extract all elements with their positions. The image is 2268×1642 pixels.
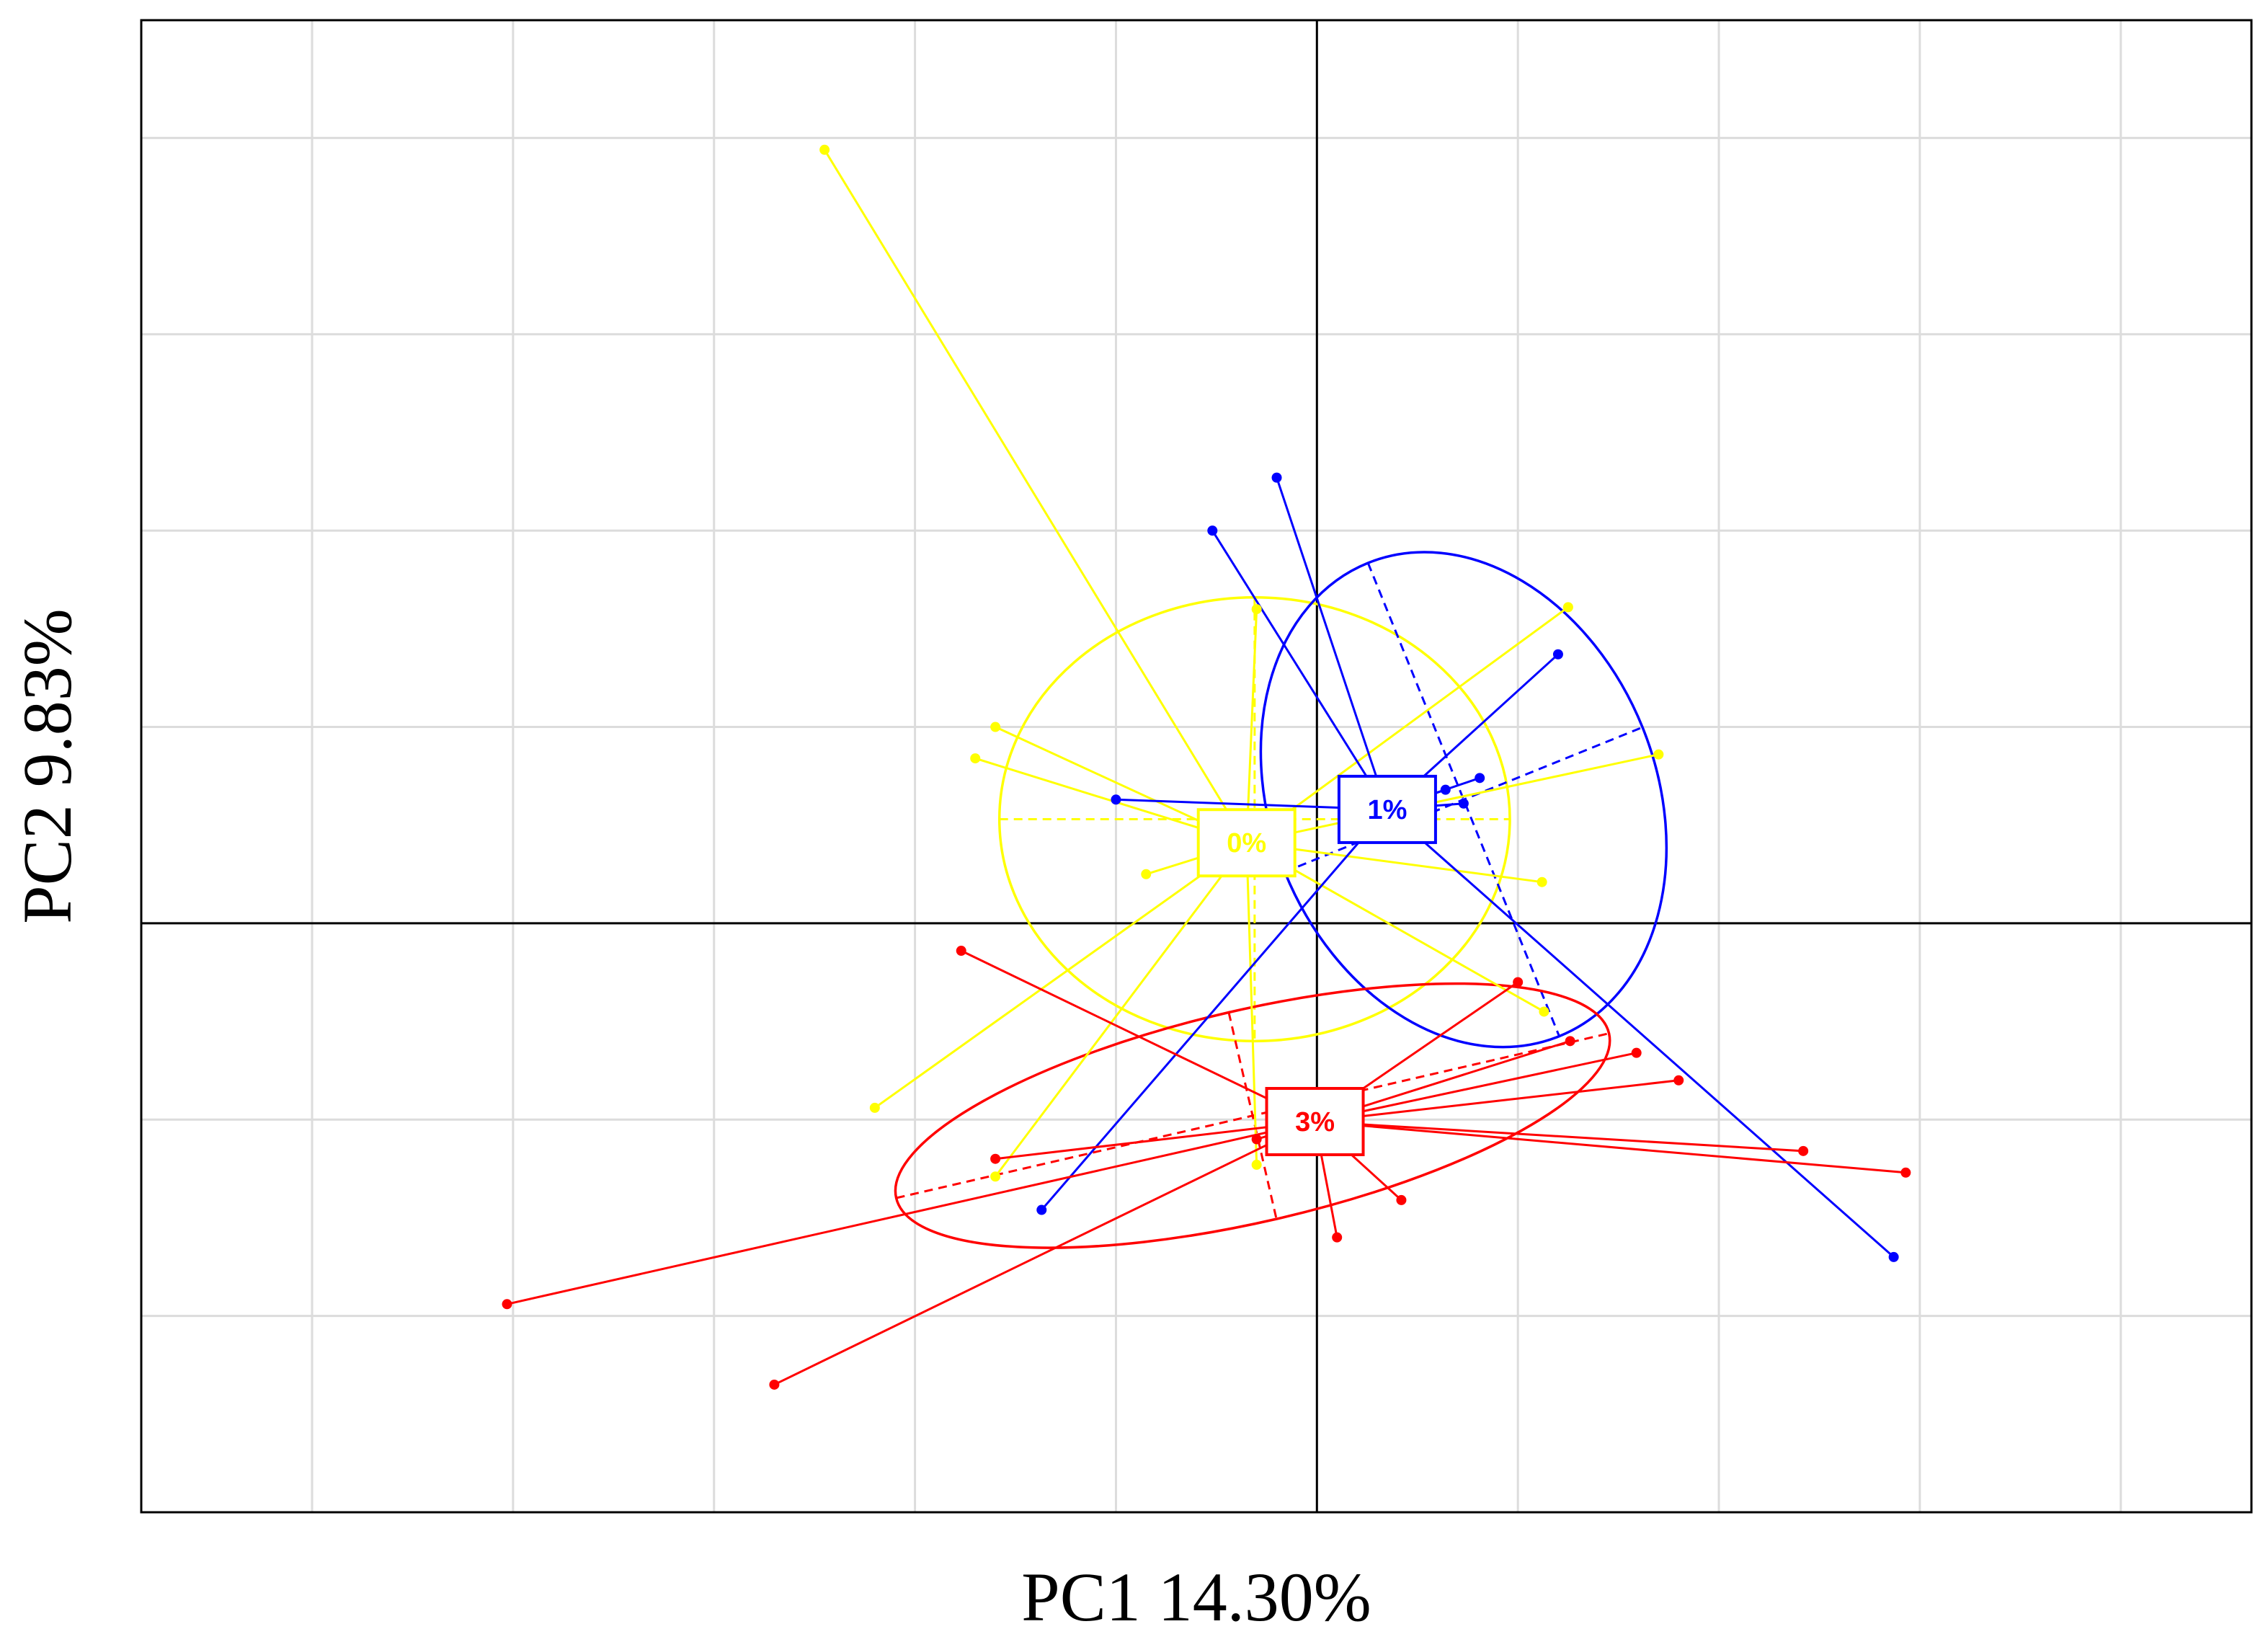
point-3pct [502,1299,512,1310]
point-0pct [1141,869,1152,879]
point-1pct [1111,794,1121,805]
point-1pct [1458,798,1469,809]
point-3pct [1631,1047,1642,1058]
point-3pct [769,1379,780,1390]
point-0pct [819,144,830,155]
spoke-1pct [1211,530,1389,810]
point-1pct [1475,773,1485,784]
point-0pct [1251,604,1262,615]
point-0pct [869,1102,880,1113]
spoke-3pct [961,949,1316,1123]
centroid-box-1pct [1337,774,1437,844]
spoke-0pct [1245,606,1569,844]
point-0pct [1251,1159,1262,1170]
spoke-3pct [507,1120,1315,1305]
spoke-3pct [773,1120,1316,1386]
centroid-labels: 0% 1% 3% [1196,774,1437,1156]
point-0pct [990,722,1001,732]
plot-frame [140,19,2253,1514]
point-0pct [1539,1006,1549,1017]
point-3pct [1673,1075,1684,1086]
centroid-label-0pct: 0% [1227,828,1266,858]
reference-lines [141,20,2251,1512]
centroid-box-3pct [1265,1086,1365,1156]
point-3pct [1332,1232,1343,1243]
point-1pct [1552,649,1563,660]
spoke-3pct [1315,1079,1679,1123]
point-1pct [1440,784,1451,795]
spoke-0pct [1245,843,1258,1165]
spoke-3pct [1315,1052,1637,1123]
point-1pct [1207,525,1218,536]
ellipse-axis-minor-1pct [1366,562,1560,1037]
spoke-1pct [1041,808,1389,1211]
point-0pct [970,753,981,764]
spoke-0pct [823,148,1248,844]
spoke-0pct [994,842,1248,1178]
point-1pct [1888,1251,1899,1262]
point-1pct [1036,1204,1047,1215]
ellipse-axis-minor-3pct [1227,1012,1278,1220]
centroid-box-0pct [1196,808,1297,878]
point-3pct [1798,1145,1809,1156]
point-3pct [1513,977,1524,988]
spoke-3pct [1315,1120,1804,1153]
centroid-label-1pct: 1% [1367,795,1407,825]
point-3pct [956,946,966,957]
ellipses [894,551,1668,1249]
point-1pct [1271,472,1282,483]
point-0pct [1537,877,1547,887]
point-0pct [1562,602,1573,613]
point-3pct [1251,1134,1262,1145]
point-0pct [1653,749,1664,760]
spoke-1pct [1276,477,1389,810]
spoke-0pct [1246,753,1659,844]
point-3pct [990,1153,1001,1164]
centroid-label-3pct: 3% [1295,1107,1335,1137]
sample-points [502,144,1911,1390]
point-3pct [1900,1167,1911,1178]
spoke-0pct [873,842,1248,1109]
spoke-1pct [1386,808,1895,1259]
x-axis-title: PC1 14.30% [1021,1558,1371,1636]
spoke-3pct [1315,1120,1906,1174]
grid [141,20,2251,1512]
spoke-3pct [995,1120,1315,1161]
y-axis-title: PC2 9.83% [9,608,86,923]
point-0pct [990,1171,1001,1182]
point-3pct [1565,1036,1575,1047]
point-3pct [1396,1194,1407,1205]
